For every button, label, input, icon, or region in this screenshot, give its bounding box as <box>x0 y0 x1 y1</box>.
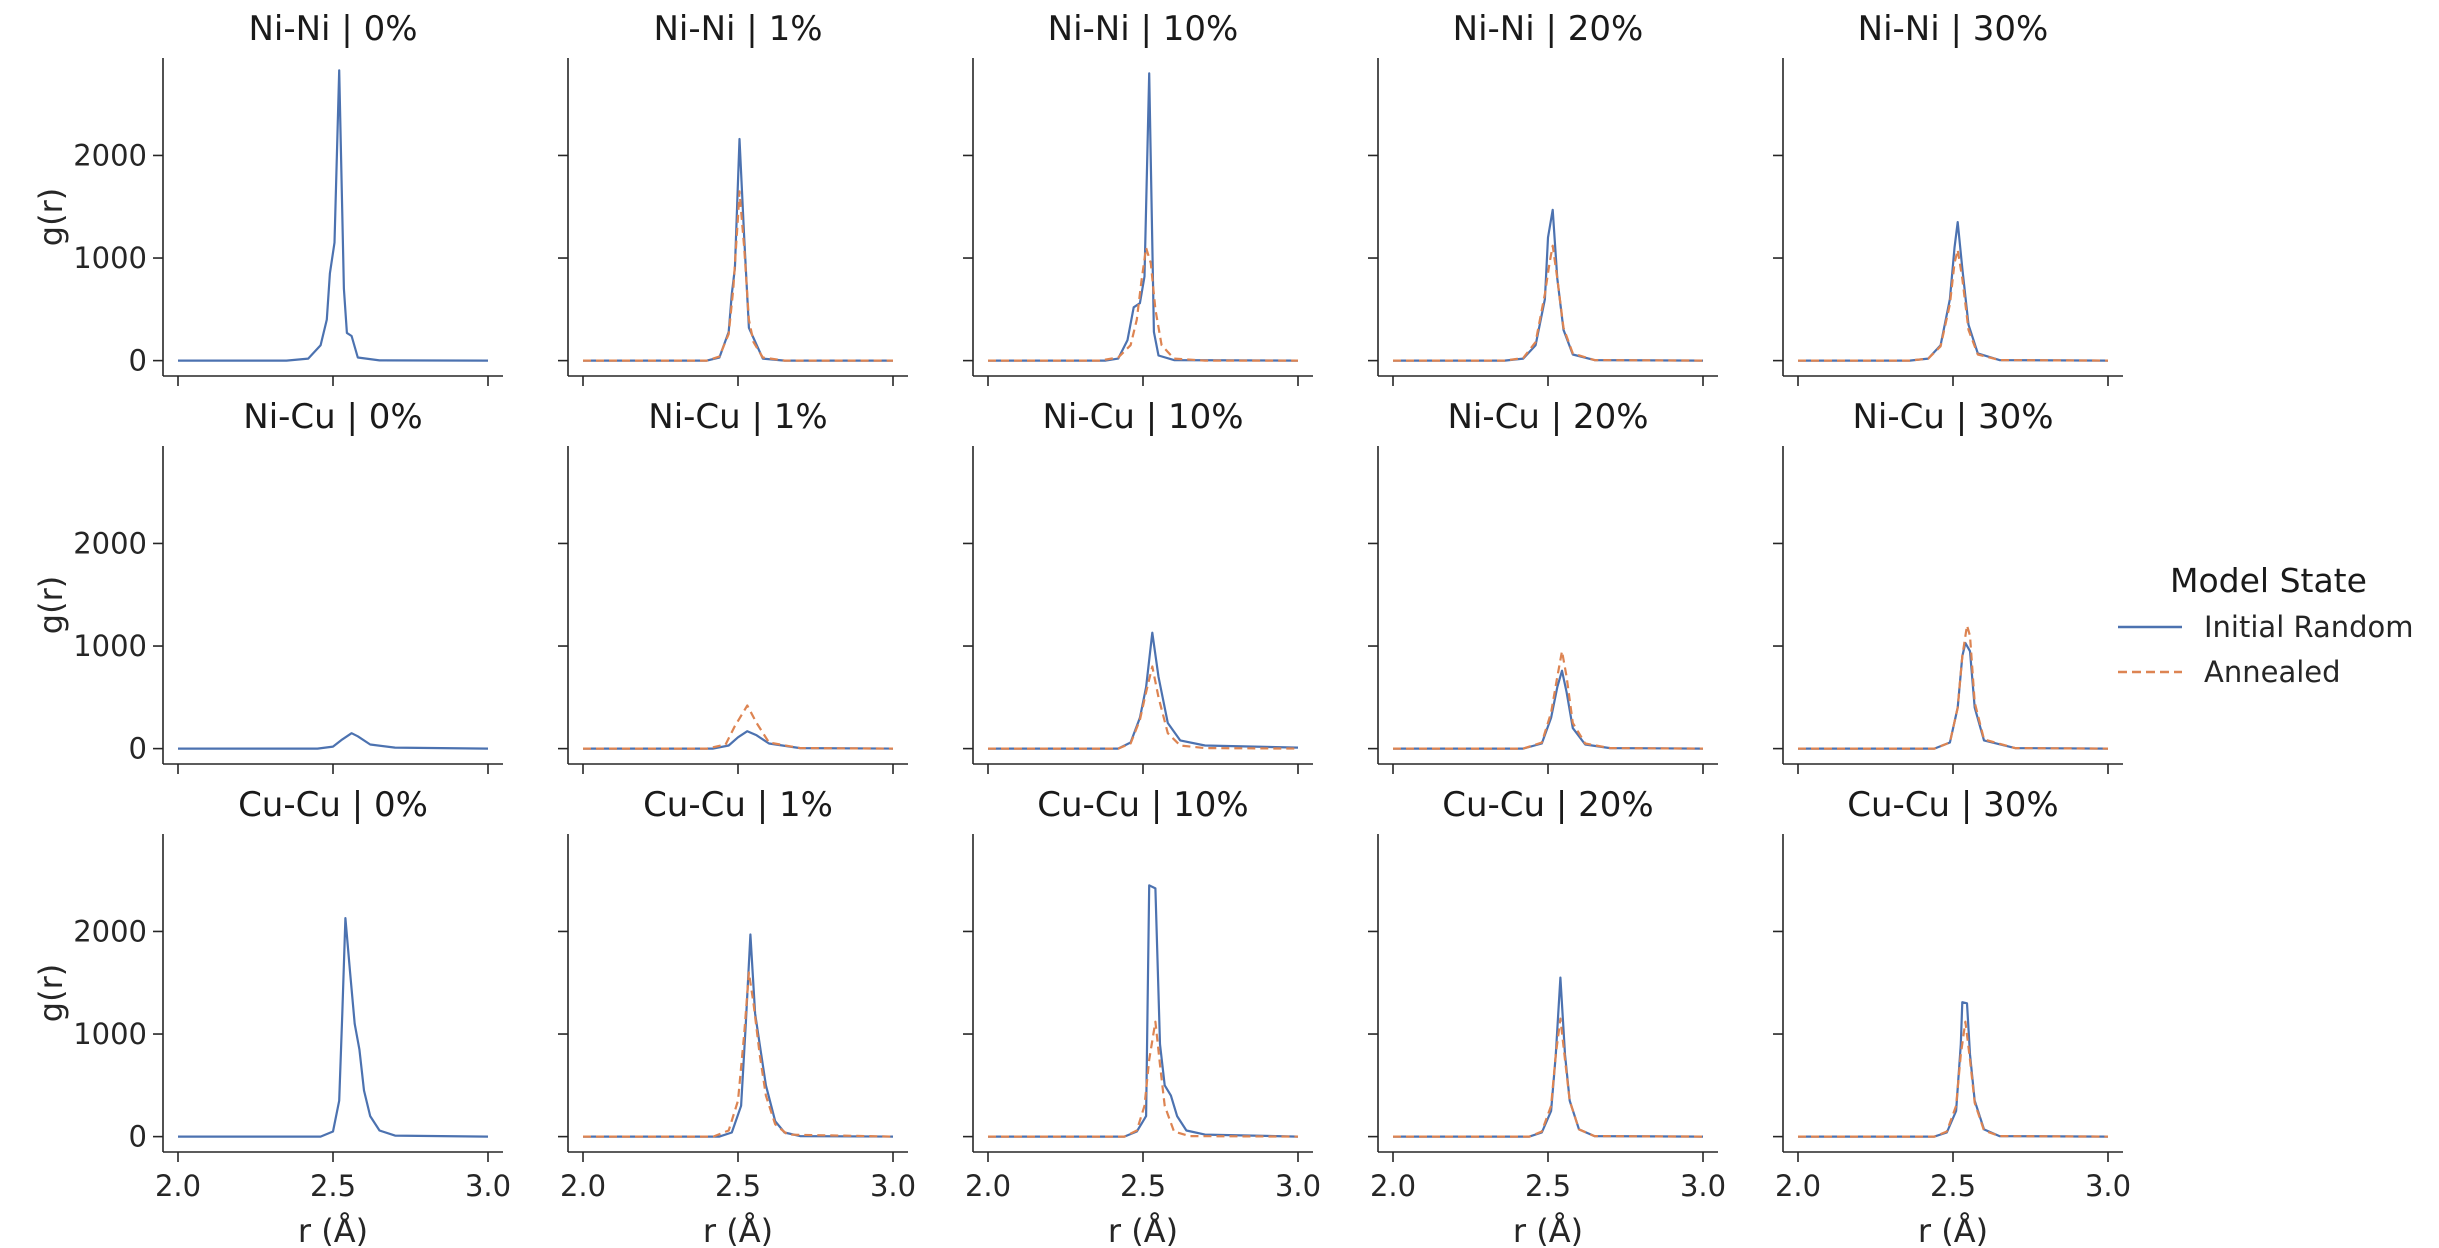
y-tick-label: 1000 <box>73 1017 147 1051</box>
panel-title: Ni-Ni | 20% <box>1453 9 1644 49</box>
x-tick-label: 3.0 <box>465 1169 511 1203</box>
panel-cu-cu-20: Cu-Cu | 20% 2.0 2.5 3.0 r (Å) <box>1368 785 1726 1248</box>
series-line-annealed <box>988 246 1298 362</box>
series-line-initial-random <box>988 884 1299 1138</box>
series-line-initial-random <box>1798 221 2109 362</box>
panel-cu-cu-30: Cu-Cu | 30% 2.0 2.5 3.0 r (Å) <box>1773 785 2131 1248</box>
panel-ni-cu-20: Ni-Cu | 20% <box>1368 397 1718 774</box>
x-tick-label: 3.0 <box>1275 1169 1321 1203</box>
x-tick-label: 2.5 <box>310 1169 356 1203</box>
y-tick-label: 0 <box>129 344 147 378</box>
series-line-annealed <box>1798 1020 2109 1138</box>
y-tick-label: 0 <box>129 1120 147 1154</box>
series-line-annealed <box>1798 248 2109 362</box>
panel-title: Ni-Ni | 0% <box>248 9 417 49</box>
x-tick-label: 2.5 <box>715 1169 761 1203</box>
x-tick-label: 2.0 <box>155 1169 201 1203</box>
panel-ni-cu-1: Ni-Cu | 1% <box>558 397 908 774</box>
x-axis-label: r (Å) <box>1513 1212 1583 1248</box>
panel-cu-cu-0: Cu-Cu | 0% 0 1000 2000 2.0 2.5 3.0 g(r) r (Å) <box>32 785 511 1248</box>
y-axis-label: g(r) <box>32 964 70 1022</box>
series-line-initial-random <box>583 137 893 362</box>
x-tick-label: 3.0 <box>870 1169 916 1203</box>
y-tick-label: 1000 <box>73 629 147 663</box>
panel-title: Ni-Cu | 0% <box>243 397 422 437</box>
y-axis-label: g(r) <box>32 576 70 634</box>
series-line-initial-random <box>1798 1001 2109 1138</box>
panel-title: Ni-Cu | 10% <box>1042 397 1243 437</box>
x-tick-label: 2.0 <box>1775 1169 1821 1203</box>
series-line-initial-random <box>178 732 489 750</box>
panel-title: Cu-Cu | 10% <box>1037 785 1249 825</box>
panel-title: Cu-Cu | 20% <box>1442 785 1654 825</box>
series-line-initial-random <box>1393 669 1704 750</box>
x-axis-label: r (Å) <box>1108 1212 1178 1248</box>
series-line-initial-random <box>1393 208 1704 362</box>
y-axis-label: g(r) <box>32 188 70 246</box>
x-tick-label: 2.5 <box>1525 1169 1571 1203</box>
panel-title: Ni-Cu | 20% <box>1447 397 1648 437</box>
x-tick-label: 2.0 <box>560 1169 606 1203</box>
x-axis-label: r (Å) <box>298 1212 368 1248</box>
legend-label-annealed: Annealed <box>2204 655 2341 689</box>
legend-label-initial-random: Initial Random <box>2204 610 2414 644</box>
panel-ni-ni-20: Ni-Ni | 20% <box>1368 9 1718 386</box>
x-tick-label: 3.0 <box>1680 1169 1726 1203</box>
panel-ni-ni-30: Ni-Ni | 30% <box>1773 9 2123 386</box>
series-line-annealed <box>583 704 894 750</box>
x-tick-label: 2.5 <box>1930 1169 1976 1203</box>
panel-title: Cu-Cu | 0% <box>238 785 428 825</box>
panel-title: Cu-Cu | 30% <box>1847 785 2059 825</box>
legend-title: Model State <box>2170 561 2367 600</box>
x-tick-label: 3.0 <box>2085 1169 2131 1203</box>
y-tick-label: 1000 <box>73 241 147 275</box>
panel-cu-cu-10: Cu-Cu | 10% 2.0 2.5 3.0 r (Å) <box>963 785 1321 1248</box>
series-line-initial-random <box>178 917 489 1138</box>
panel-cu-cu-1: Cu-Cu | 1% 2.0 2.5 3.0 r (Å) <box>558 785 916 1248</box>
x-tick-label: 2.0 <box>1370 1169 1416 1203</box>
panel-ni-ni-1: Ni-Ni | 1% <box>558 9 908 386</box>
panel-title: Ni-Ni | 10% <box>1048 9 1239 49</box>
series-line-annealed <box>988 665 1299 750</box>
panel-ni-cu-30: Ni-Cu | 30% <box>1773 397 2123 774</box>
panel-ni-ni-10: Ni-Ni | 10% <box>963 9 1313 386</box>
series-line-annealed <box>583 971 894 1138</box>
panel-title: Ni-Ni | 30% <box>1858 9 2049 49</box>
series-line-initial-random <box>178 69 489 362</box>
series-line-initial-random <box>583 730 894 750</box>
y-tick-label: 2000 <box>73 914 147 948</box>
series-line-annealed <box>988 1020 1299 1138</box>
y-tick-label: 2000 <box>73 526 147 560</box>
series-line-annealed <box>1393 650 1704 750</box>
y-tick-label: 0 <box>129 732 147 766</box>
series-line-initial-random <box>988 631 1299 750</box>
panel-ni-cu-10: Ni-Cu | 10% <box>963 397 1313 774</box>
series-line-annealed <box>1393 1017 1704 1138</box>
y-tick-label: 2000 <box>73 138 147 172</box>
panel-title: Ni-Cu | 30% <box>1852 397 2053 437</box>
x-axis-label: r (Å) <box>1918 1212 1988 1248</box>
legend: Model State Initial Random Annealed <box>2118 561 2414 689</box>
x-axis-label: r (Å) <box>703 1212 773 1248</box>
series-line-initial-random <box>988 72 1299 362</box>
series-line-initial-random <box>583 933 894 1138</box>
x-tick-label: 2.5 <box>1120 1169 1166 1203</box>
x-tick-label: 2.0 <box>965 1169 1011 1203</box>
series-line-annealed <box>1393 244 1704 362</box>
series-line-annealed <box>1798 624 2109 750</box>
panel-title: Ni-Cu | 1% <box>648 397 827 437</box>
series-line-annealed <box>583 190 893 362</box>
panel-title: Cu-Cu | 1% <box>643 785 833 825</box>
panel-title: Ni-Ni | 1% <box>653 9 822 49</box>
